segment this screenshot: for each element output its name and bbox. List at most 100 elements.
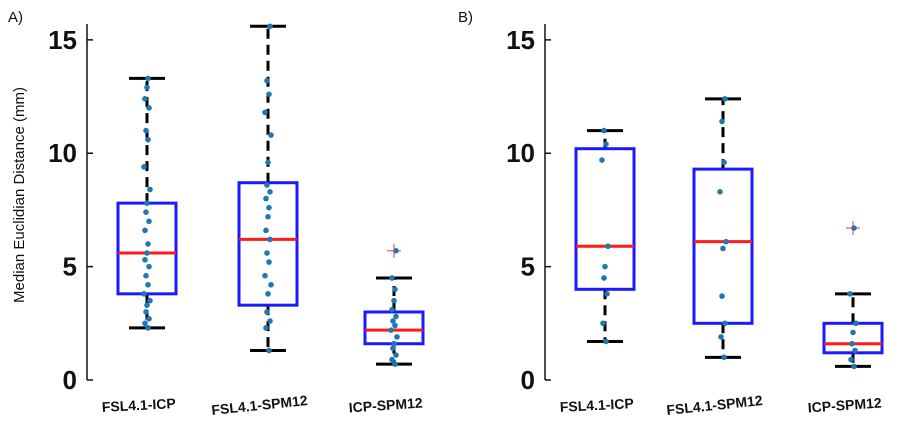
data-point [263,227,269,234]
y-tick-label: 10 [48,138,77,168]
data-point [853,320,859,327]
data-point [267,318,273,324]
data-point [390,318,396,324]
data-point [603,141,609,147]
data-point [601,275,607,281]
data-point [264,77,270,84]
data-point [719,293,725,299]
data-point [143,272,149,279]
data-point [267,188,273,195]
data-point [145,75,151,82]
data-point [262,272,268,279]
y-tick-label: 0 [63,365,77,395]
data-point [390,345,396,352]
data-point [142,227,148,234]
x-tick-label: FSL4.1-ICP [559,395,634,415]
data-point [266,259,272,265]
data-point [850,329,856,336]
data-point [721,354,727,361]
data-point [146,263,152,270]
y-tick-label: 10 [506,138,535,168]
data-point [599,157,605,163]
panel-label-b: B) [458,9,473,26]
data-point [142,96,148,102]
data-point [722,96,728,102]
data-point [264,250,270,256]
data-point [389,275,395,281]
data-point [851,225,857,231]
data-point [266,347,272,354]
data-point [267,23,273,30]
data-point [392,361,398,367]
data-point [263,195,269,202]
data-point [600,320,606,327]
data-point [392,322,398,329]
data-point [392,286,398,293]
data-point [268,132,274,138]
box-iqr [237,181,299,307]
data-point [851,363,857,370]
box-iqr [822,321,884,355]
data-point [268,281,274,288]
data-point [718,334,724,340]
panel-a: A) 0 5 10 15 FSL4.1-ICP FSL4.1-SPM12 ICP-SPM12 [8,9,425,418]
panel-label-a: A) [8,9,23,26]
data-point [142,257,148,263]
data-point [847,291,853,297]
data-point [147,186,153,193]
data-point [144,200,150,206]
data-point [146,218,152,225]
data-point [393,247,399,254]
x-tick-label: FSL4.1-SPM12 [666,392,764,418]
data-point [601,127,607,134]
data-point [143,309,149,315]
x-tick-label: FSL4.1-SPM12 [211,392,309,418]
data-point [852,347,858,354]
data-point [267,236,273,243]
data-point [144,250,150,256]
box-iqr [574,147,636,291]
box-iqr [116,201,178,296]
x-tick-label: ICP-SPM12 [348,394,423,415]
data-point [719,118,725,125]
data-point [391,297,397,304]
data-point [141,164,147,170]
data-point [603,338,609,345]
y-axis-label: Median Euclidian Distance (mm) [11,87,28,303]
data-point [143,127,149,134]
data-point [393,352,399,358]
data-point [389,306,395,313]
data-point [265,291,271,297]
data-point [721,159,727,166]
y-tick-label: 15 [48,25,77,55]
data-point [717,188,723,195]
data-point [393,313,399,320]
x-tick-label: ICP-SPM12 [807,394,882,415]
data-point [147,297,153,304]
data-point [264,309,270,315]
data-point [141,291,147,297]
data-point [391,340,397,347]
data-point [142,320,148,327]
x-tick-label: FSL4.1-ICP [101,395,176,415]
data-point [604,291,610,297]
data-point [145,325,151,331]
data-point [388,327,394,333]
data-point [146,315,152,322]
data-point [602,263,608,270]
data-point [849,340,855,347]
data-point [143,209,149,216]
y-tick-label: 0 [521,365,535,395]
data-point [848,356,854,363]
data-point [605,243,611,250]
data-point [264,182,270,188]
data-point [146,105,152,111]
data-point [722,320,728,327]
data-point [145,136,151,143]
y-tick-label: 15 [506,25,535,55]
data-point [262,109,268,116]
data-point [389,356,395,363]
data-point [265,159,271,166]
y-tick-label: 5 [63,252,77,282]
